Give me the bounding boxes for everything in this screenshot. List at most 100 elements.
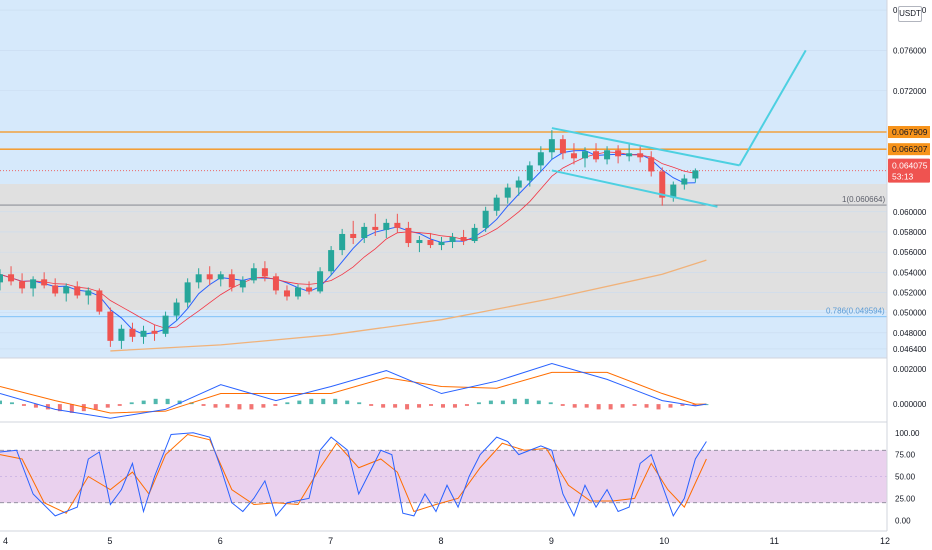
candle-body [217, 274, 224, 280]
price-tick-label: 0.052000 [893, 288, 927, 297]
candle-body [438, 242, 445, 246]
macd-histogram-bar [500, 400, 505, 405]
macd-histogram-bar [620, 404, 625, 408]
macd-histogram-bar [548, 402, 553, 405]
macd-histogram-bar [93, 404, 98, 410]
candle-body [570, 153, 577, 159]
macd-histogram-bar [345, 400, 350, 405]
macd-indicator [0, 359, 887, 421]
candle-body [471, 227, 478, 242]
macd-background [0, 359, 887, 421]
ma-long-line [110, 259, 707, 352]
macd-histogram-bar [297, 400, 302, 405]
macd-histogram-bar [129, 402, 134, 405]
macd-histogram-bar [476, 402, 481, 405]
time-tick-label: 5 [107, 536, 112, 546]
macd-histogram-bar [321, 398, 326, 405]
price-pane[interactable]: 1(0.060664) 0.786(0.049594) [0, 0, 887, 358]
macd-histogram-bar [309, 398, 314, 405]
time-tick-label: 6 [218, 536, 223, 546]
fib-level-0786-label: 0.786(0.049594) [826, 307, 885, 316]
time-axis-bg [0, 532, 887, 550]
stochastic-tick-label: 100.00 [895, 429, 920, 438]
resistance-price-label: 0.066207 [892, 144, 928, 154]
macd-histogram-bar [417, 404, 422, 408]
candle-body [681, 178, 688, 185]
candle-body [515, 180, 522, 188]
ma-short-red-line [0, 151, 696, 329]
candle-body [339, 233, 346, 251]
candle-body [328, 250, 335, 272]
macd-histogram-bar [33, 404, 38, 408]
candle-body [85, 290, 92, 296]
time-tick-label: 7 [328, 536, 333, 546]
candle-body [449, 236, 456, 243]
time-axis[interactable]: 4 5 6 7 8 9 10 11 12 [0, 532, 890, 550]
candle-body [206, 274, 213, 280]
macd-histogram-bar [656, 404, 661, 410]
fib-level-1-label: 1(0.060664) [842, 195, 885, 204]
countdown-label: 53:13 [892, 172, 914, 182]
candle-body [272, 276, 279, 291]
stochastic-d-line [0, 433, 707, 514]
time-tick-label: 11 [770, 536, 779, 546]
current-price-tag: 0.064075 53:13 [888, 158, 930, 183]
channel-upper-line [551, 127, 740, 167]
candle-body [261, 268, 268, 277]
macd-histogram-bar [177, 400, 182, 405]
time-tick-label: 9 [549, 536, 554, 546]
stochastic-axis[interactable]: 100.00 75.00 50.00 25.00 0.00 [895, 429, 920, 526]
macd-signal-line [0, 371, 707, 414]
macd-histogram-bar [632, 404, 637, 406]
ma-short-blue-line [0, 150, 696, 335]
candle-body [96, 290, 103, 312]
macd-tick-label: 0.002000 [893, 365, 927, 374]
macd-histogram-bar [584, 404, 589, 408]
time-tick-label: 4 [3, 536, 8, 546]
candle-body [118, 328, 125, 341]
candle-body [692, 170, 699, 179]
candle-body [427, 240, 434, 246]
macd-histogram-bar [357, 402, 362, 405]
stochastic-k-line [0, 432, 707, 518]
price-unit-button[interactable]: USDT [898, 6, 922, 22]
macd-histogram-bar [512, 398, 517, 405]
macd-histogram-bar [464, 404, 469, 406]
candle-body [493, 197, 500, 211]
macd-histogram-bar [141, 400, 146, 405]
resistance-price-badge [888, 126, 930, 139]
macd-histogram-bar [69, 404, 74, 413]
macd-histogram-bar [393, 404, 398, 408]
candle-body [548, 139, 555, 153]
candle-body [537, 152, 544, 166]
candle-body [19, 281, 26, 289]
macd-histogram-bar [249, 404, 254, 410]
macd-histogram-bar [57, 404, 62, 412]
macd-histogram-bar [692, 404, 697, 406]
macd-pane[interactable] [0, 359, 887, 421]
macd-histogram-bar [153, 398, 158, 405]
stochastic-tick-label: 0.00 [895, 516, 911, 525]
macd-histogram-bar [9, 402, 14, 405]
candle-body [195, 274, 202, 283]
price-tick-label: 0.048000 [893, 329, 927, 338]
candle-body [482, 210, 489, 228]
candle-body [295, 287, 302, 297]
current-price-label: 0.064075 [892, 161, 928, 171]
candle-body [416, 240, 423, 244]
macd-histogram-bar [21, 404, 26, 406]
candle-body [659, 171, 666, 198]
candle-body [559, 139, 566, 154]
candle-body [0, 274, 3, 283]
time-tick-label: 8 [439, 536, 444, 546]
macd-axis[interactable]: 0.002000 0.000000 [893, 365, 927, 409]
stochastic-pane[interactable] [0, 432, 887, 518]
macd-histogram-bar [45, 404, 50, 410]
macd-line [0, 363, 707, 419]
macd-histogram-bar [273, 404, 278, 406]
upper-zone [0, 0, 887, 184]
candle-body [648, 157, 655, 172]
price-tick-label: 0.056000 [893, 248, 927, 257]
candle-body [361, 226, 368, 238]
